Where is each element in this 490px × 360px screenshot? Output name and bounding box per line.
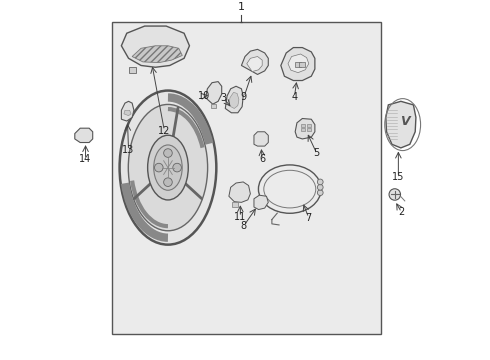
Polygon shape (225, 86, 243, 113)
Text: 15: 15 (392, 172, 405, 182)
Polygon shape (128, 67, 136, 73)
Polygon shape (122, 26, 190, 67)
Bar (300, 128, 305, 131)
Circle shape (154, 163, 163, 172)
Text: 14: 14 (79, 154, 92, 165)
Polygon shape (281, 48, 315, 81)
Circle shape (164, 149, 172, 157)
Polygon shape (254, 132, 269, 146)
Text: 8: 8 (241, 221, 247, 231)
Polygon shape (247, 57, 262, 72)
Text: 3: 3 (220, 94, 226, 103)
Text: 6: 6 (259, 154, 265, 165)
Polygon shape (229, 93, 239, 108)
Circle shape (173, 163, 181, 172)
Ellipse shape (120, 91, 216, 245)
Text: 9: 9 (241, 92, 247, 102)
Ellipse shape (154, 145, 182, 190)
Bar (295, 62, 301, 67)
Text: 7: 7 (306, 213, 312, 223)
Text: 1: 1 (238, 2, 245, 12)
Polygon shape (229, 182, 250, 202)
Polygon shape (211, 104, 216, 108)
Polygon shape (206, 82, 221, 104)
Text: 11: 11 (234, 212, 246, 222)
Bar (112, 22, 381, 334)
Circle shape (318, 179, 323, 185)
Polygon shape (295, 118, 315, 139)
Bar (307, 124, 311, 127)
Polygon shape (122, 101, 134, 121)
Text: V: V (400, 115, 409, 128)
Ellipse shape (128, 104, 208, 231)
Circle shape (164, 178, 172, 186)
Polygon shape (386, 101, 416, 148)
Bar (300, 124, 305, 127)
Circle shape (318, 190, 323, 195)
Polygon shape (242, 49, 269, 75)
Bar (299, 62, 305, 67)
Text: 10: 10 (197, 91, 210, 101)
Text: 4: 4 (292, 92, 297, 102)
Polygon shape (288, 54, 309, 73)
Circle shape (389, 189, 400, 200)
Circle shape (318, 184, 323, 190)
Text: 12: 12 (158, 126, 171, 136)
Ellipse shape (147, 135, 188, 200)
Text: 5: 5 (314, 148, 320, 158)
Polygon shape (254, 195, 269, 210)
Polygon shape (232, 202, 238, 207)
Polygon shape (124, 110, 131, 116)
Text: 2: 2 (398, 207, 405, 217)
Polygon shape (75, 128, 93, 143)
Text: 13: 13 (122, 145, 135, 156)
Polygon shape (132, 46, 182, 63)
Bar (307, 128, 311, 131)
